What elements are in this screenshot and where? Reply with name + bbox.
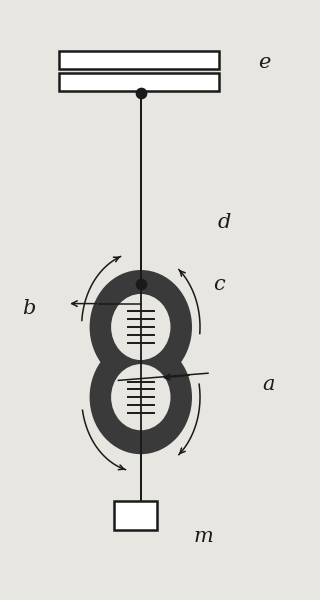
Text: d: d (217, 212, 231, 232)
Ellipse shape (111, 294, 171, 360)
Text: b: b (22, 299, 36, 319)
Bar (59, 51, 219, 69)
Bar (114, 501, 157, 530)
Ellipse shape (111, 364, 171, 430)
Text: m: m (193, 527, 213, 547)
Text: c: c (213, 275, 225, 295)
Text: a: a (262, 374, 275, 394)
Bar (59, 73, 219, 91)
Text: e: e (258, 53, 270, 73)
Ellipse shape (90, 340, 192, 454)
Ellipse shape (90, 270, 192, 384)
Point (138, 88, 143, 98)
Point (138, 279, 143, 289)
